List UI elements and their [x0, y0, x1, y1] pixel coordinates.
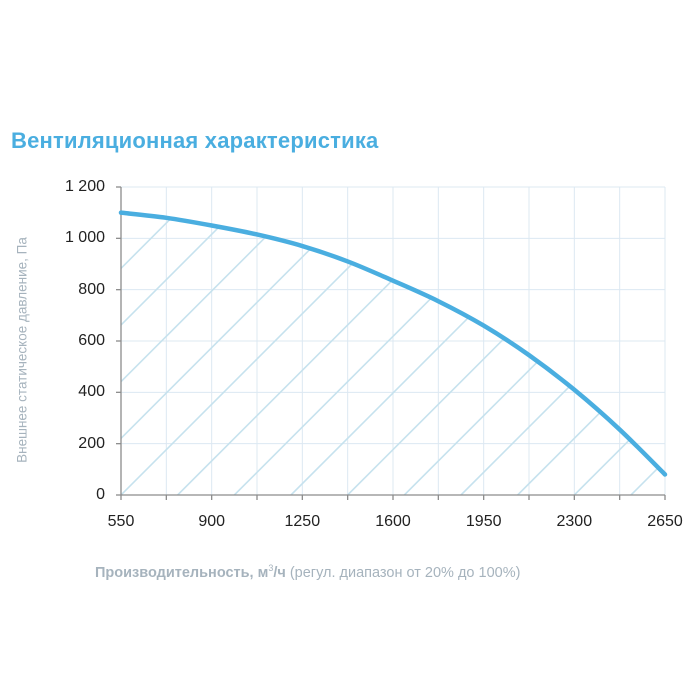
y-tick-label: 200 — [78, 434, 105, 452]
x-axis-label: Производительность, м3/ч (регул. диапазо… — [95, 563, 520, 581]
x-axis-label-main: Производительность, м — [95, 564, 269, 581]
performance-curve — [118, 210, 668, 477]
y-tick-label: 1 200 — [64, 178, 105, 195]
y-tick-label: 1 000 — [64, 229, 105, 247]
x-axis-label-superscript: 3 — [268, 563, 274, 573]
x-tick-label: 1250 — [284, 513, 321, 530]
y-tick-label: 0 — [96, 486, 105, 503]
x-axis-label-note: (регул. диапазон от 20% до 100%) — [285, 564, 521, 581]
x-tick-label: 1950 — [465, 513, 502, 530]
x-axis-label-unit: /ч — [273, 564, 286, 581]
x-tick-label: 2300 — [556, 513, 593, 530]
y-tick-label: 800 — [78, 280, 105, 298]
x-tick-label: 2650 — [647, 513, 683, 530]
y-tick-label: 400 — [78, 383, 105, 401]
axes — [116, 186, 666, 500]
x-tick-label: 900 — [198, 513, 226, 530]
x-tick-label: 1600 — [375, 513, 411, 530]
x-tick-label: 550 — [107, 513, 135, 530]
chart-title: Вентиляционная характеристика — [11, 128, 379, 153]
y-tick-label: 600 — [78, 332, 105, 349]
